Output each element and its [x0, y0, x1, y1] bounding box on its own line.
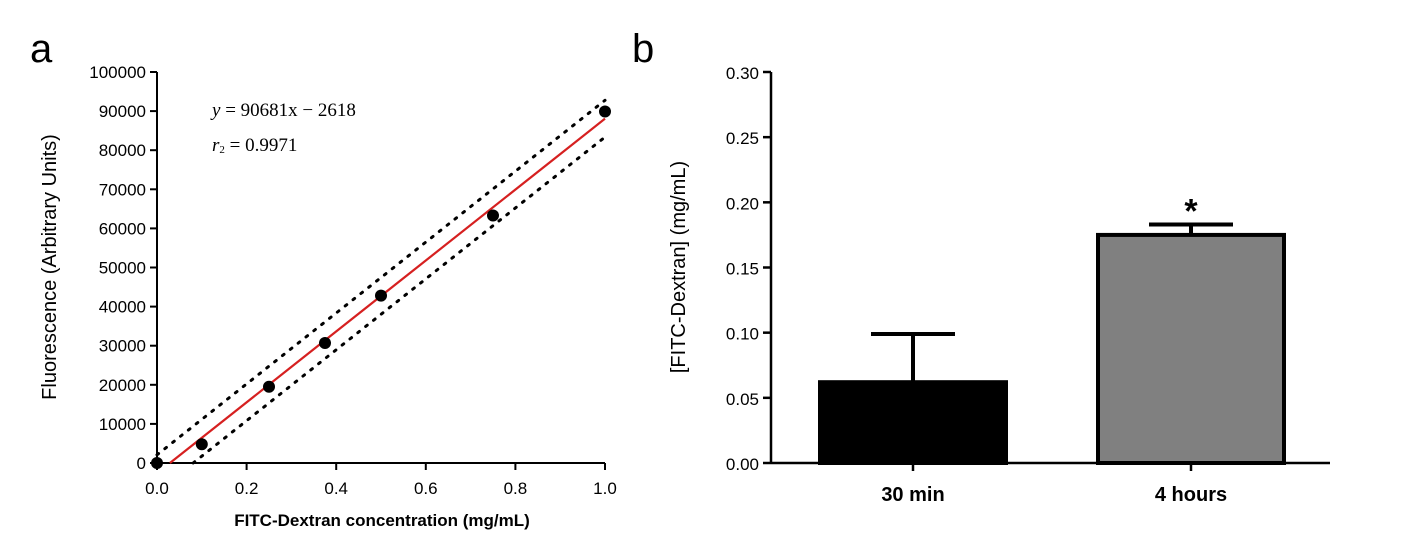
panel-a-x-tick-label: 0.4	[324, 479, 348, 498]
data-point	[263, 380, 275, 393]
panel-a-y-tick-label: 30000	[99, 337, 146, 356]
data-point	[487, 209, 499, 222]
panel-b-axes: 0.00 0.05 0.10 0.15 0.20 0.25 0.30 30 min 4 hour…	[726, 64, 1330, 506]
panel-a-x-tick-label: 1.0	[593, 479, 617, 498]
panel-a-x-axis-title: FITC-Dextran concentration (mg/mL)	[234, 511, 530, 530]
panel-a-y-tick-label: 70000	[99, 180, 146, 199]
fit-equation: y = 90681x − 2618	[210, 100, 356, 121]
panel-a-x-tick-label: 0.8	[504, 479, 528, 498]
panel-a-x-tick-label: 0.0	[145, 479, 169, 498]
panel-a-y-tick-label: 100000	[89, 63, 146, 82]
data-point	[599, 105, 611, 118]
fit-line	[169, 117, 606, 464]
panel-a-y-tick-label: 40000	[99, 298, 146, 317]
panel-a-y-tick-label: 60000	[99, 219, 146, 238]
data-point	[195, 438, 208, 451]
panel-a-y-tick-label: 20000	[99, 376, 146, 395]
panel-b-y-axis-title: [FITC-Dextran] (mg/mL)	[668, 161, 690, 373]
bar	[818, 380, 1008, 465]
panel-a-x-tick-label: 0.6	[414, 479, 438, 498]
panel-a-chart: a 0 10000 20000 30000 40000 50000 60000 70000 80…	[30, 27, 617, 530]
panel-a-y-tick-label: 80000	[99, 141, 146, 160]
panel-a-axes: 0 10000 20000 30000 40000 50000 60000 70000 8000…	[89, 63, 617, 498]
panel-a-marks	[151, 98, 611, 469]
panel-a-y-tick-label: 10000	[99, 415, 146, 434]
panel-b-marks: *	[818, 192, 1286, 465]
panel-b-y-tick-label: 0.20	[726, 194, 759, 213]
panel-b-label: b	[632, 27, 654, 71]
r-squared: r2 = 0.9971	[212, 135, 297, 156]
panel-b-y-tick-label: 0.15	[726, 260, 759, 279]
panel-b-y-tick-label: 0.30	[726, 64, 759, 83]
confidence-band-lower	[191, 135, 607, 465]
panel-b-chart: b 0.00 0.05 0.10 0.15 0.20 0.25 0.30 30 min 4 ho…	[632, 27, 1330, 506]
panel-a-x-tick-label: 0.2	[235, 479, 259, 498]
significance-marker: *	[1184, 192, 1198, 230]
panel-a-y-axis-title: Fluorescence (Arbitrary Units)	[39, 134, 61, 400]
data-point	[151, 457, 163, 469]
panel-b-category-label: 4 hours	[1155, 484, 1227, 506]
panel-a-y-tick-label: 50000	[99, 259, 146, 278]
panel-b-y-tick-label: 0.00	[726, 455, 759, 474]
data-point	[375, 289, 387, 302]
panel-b-y-tick-label: 0.25	[726, 129, 759, 148]
panel-a-y-tick-label: 90000	[99, 102, 146, 121]
panel-b-category-label: 30 min	[881, 484, 944, 506]
data-point	[319, 336, 331, 349]
bar	[1096, 232, 1286, 465]
panel-b-y-tick-label: 0.10	[726, 325, 759, 344]
panel-b-y-tick-label: 0.05	[726, 390, 759, 409]
panel-a-y-tick-label: 0	[137, 454, 146, 473]
panel-a-label: a	[30, 27, 53, 71]
